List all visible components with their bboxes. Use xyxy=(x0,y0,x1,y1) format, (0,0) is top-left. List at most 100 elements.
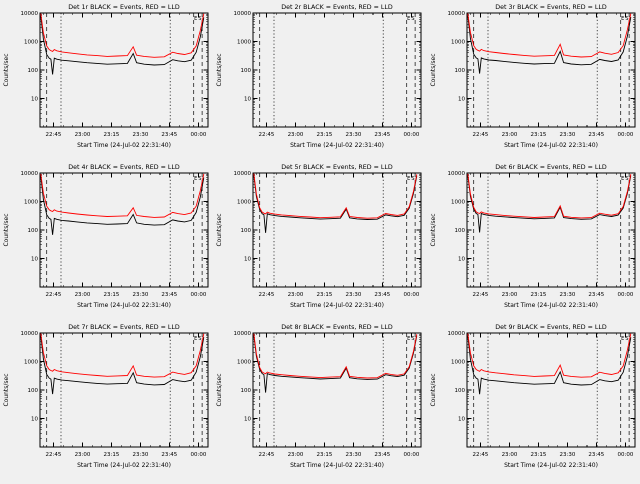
y-tick-label: 10000 xyxy=(447,11,465,17)
flag-label: S xyxy=(412,176,415,182)
detector-panel-4: 10000 1000 100 10 22:45 23:00 23:15 23:30 23:45 0… xyxy=(0,160,213,320)
detector-panel-3: 10000 1000 100 10 22:45 23:00 23:15 23:30 23:45 0… xyxy=(427,0,640,160)
y-tick-label: 10 xyxy=(244,257,251,263)
x-tick-label: 23:00 xyxy=(288,452,304,458)
flag-label: E xyxy=(194,336,197,342)
x-tick-label: 23:30 xyxy=(133,292,149,298)
series-lld xyxy=(40,13,205,58)
y-axis-label: Counts/sec xyxy=(216,53,223,86)
y-tick-label: 1000 xyxy=(451,40,465,46)
y-axis-label: Counts/sec xyxy=(430,53,437,86)
x-tick-label: 23:15 xyxy=(317,132,333,138)
detector-chart-3: 10000 1000 100 10 22:45 23:00 23:15 23:30 23:45 0… xyxy=(430,4,636,149)
x-tick-label: 00:00 xyxy=(404,452,420,458)
detector-chart-2: 10000 1000 100 10 22:45 23:00 23:15 23:30 23:45 0… xyxy=(216,4,422,149)
detector-panel-9: 10000 1000 100 10 22:45 23:00 23:15 23:30 23:45 0… xyxy=(427,320,640,480)
x-tick-label: 23:30 xyxy=(133,132,149,138)
x-axis-label: Start Time (24-Jul-02 22:31:40) xyxy=(504,302,598,309)
y-tick-label: 1000 xyxy=(237,360,251,366)
detector-panel-8: 10000 1000 100 10 22:45 23:00 23:15 23:30 23:45 0… xyxy=(213,320,426,480)
x-tick-label: 23:45 xyxy=(161,132,177,138)
plot-frame xyxy=(39,12,209,128)
x-tick-label: 23:45 xyxy=(588,292,604,298)
flag-label: E xyxy=(621,176,624,182)
detector-chart-4: 10000 1000 100 10 22:45 23:00 23:15 23:30 23:45 0… xyxy=(3,164,209,309)
detector-panel-1: 10000 1000 100 10 22:45 23:00 23:15 23:30 23:45 0… xyxy=(0,0,213,160)
plot-frame xyxy=(39,172,209,288)
x-tick-label: 23:00 xyxy=(288,292,304,298)
x-tick-label: 23:45 xyxy=(161,452,177,458)
x-tick-label: 00:00 xyxy=(404,292,420,298)
detector-chart-9: 10000 1000 100 10 22:45 23:00 23:15 23:30 23:45 0… xyxy=(430,324,636,469)
y-tick-label: 10000 xyxy=(447,331,465,337)
flag-label: S xyxy=(198,176,201,182)
y-tick-label: 10000 xyxy=(21,171,39,177)
x-tick-label: 22:45 xyxy=(472,132,488,138)
series-events xyxy=(467,15,631,74)
y-tick-label: 100 xyxy=(28,388,39,394)
x-axis-label: Start Time (24-Jul-02 22:31:40) xyxy=(77,142,171,149)
series-events xyxy=(467,175,631,233)
flag-label: S xyxy=(198,336,201,342)
y-axis-label: Counts/sec xyxy=(3,373,10,406)
flag-label: S xyxy=(412,336,415,342)
y-tick-label: 100 xyxy=(241,228,252,234)
panel-title: Det 3r BLACK = Events, RED = LLD xyxy=(495,4,607,11)
y-tick-label: 1000 xyxy=(24,360,38,366)
panel-title: Det 4r BLACK = Events, RED = LLD xyxy=(68,164,180,171)
x-tick-label: 00:00 xyxy=(190,132,206,138)
flag-label: E xyxy=(194,176,197,182)
x-tick-label: 23:00 xyxy=(288,132,304,138)
x-tick-label: 23:15 xyxy=(103,132,119,138)
x-tick-label: 23:00 xyxy=(75,292,91,298)
x-tick-label: 23:30 xyxy=(559,132,575,138)
y-tick-label: 10 xyxy=(31,257,38,263)
x-tick-label: 23:15 xyxy=(530,132,546,138)
x-tick-label: 22:45 xyxy=(46,452,62,458)
y-tick-label: 1000 xyxy=(237,40,251,46)
y-tick-label: 10000 xyxy=(21,331,39,337)
x-axis-label: Start Time (24-Jul-02 22:31:40) xyxy=(290,302,384,309)
plot-frame xyxy=(466,332,636,448)
detector-panel-5: 10000 1000 100 10 22:45 23:00 23:15 23:30 23:45 0… xyxy=(213,160,426,320)
y-tick-label: 10000 xyxy=(21,11,39,17)
x-axis-label: Start Time (24-Jul-02 22:31:40) xyxy=(504,462,598,469)
y-tick-label: 100 xyxy=(454,228,465,234)
x-tick-label: 22:45 xyxy=(259,452,275,458)
detector-panel-6: 10000 1000 100 10 22:45 23:00 23:15 23:30 23:45 0… xyxy=(427,160,640,320)
panel-title: Det 6r BLACK = Events, RED = LLD xyxy=(495,164,607,171)
flag-label: S xyxy=(625,336,628,342)
x-tick-label: 23:30 xyxy=(559,292,575,298)
flag-label: E xyxy=(407,336,410,342)
x-tick-label: 00:00 xyxy=(617,452,633,458)
series-lld xyxy=(467,333,631,378)
flag-label: E xyxy=(621,16,624,22)
x-tick-label: 23:45 xyxy=(588,452,604,458)
x-tick-label: 00:00 xyxy=(190,292,206,298)
x-tick-label: 23:15 xyxy=(103,452,119,458)
x-tick-label: 23:45 xyxy=(375,132,391,138)
panel-title: Det 2r BLACK = Events, RED = LLD xyxy=(282,4,394,11)
x-tick-label: 23:30 xyxy=(346,452,362,458)
y-tick-label: 100 xyxy=(454,388,465,394)
x-tick-label: 23:15 xyxy=(317,452,333,458)
x-tick-label: 00:00 xyxy=(190,452,206,458)
detector-chart-5: 10000 1000 100 10 22:45 23:00 23:15 23:30 23:45 0… xyxy=(216,164,422,309)
y-tick-label: 10000 xyxy=(447,171,465,177)
y-tick-label: 100 xyxy=(241,388,252,394)
plot-frame xyxy=(466,172,636,288)
series-lld xyxy=(253,333,418,379)
y-tick-label: 100 xyxy=(28,68,39,74)
x-tick-label: 23:45 xyxy=(588,132,604,138)
panel-title: Det 8r BLACK = Events, RED = LLD xyxy=(282,324,394,331)
flag-label: E xyxy=(621,336,624,342)
detector-chart-8: 10000 1000 100 10 22:45 23:00 23:15 23:30 23:45 0… xyxy=(216,324,422,469)
x-tick-label: 22:45 xyxy=(46,292,62,298)
x-tick-label: 23:45 xyxy=(161,292,177,298)
x-tick-label: 23:30 xyxy=(346,132,362,138)
y-tick-label: 10 xyxy=(244,97,251,103)
x-tick-label: 22:45 xyxy=(472,452,488,458)
x-tick-label: 22:45 xyxy=(259,292,275,298)
x-tick-label: 23:00 xyxy=(501,292,517,298)
y-tick-label: 1000 xyxy=(451,200,465,206)
